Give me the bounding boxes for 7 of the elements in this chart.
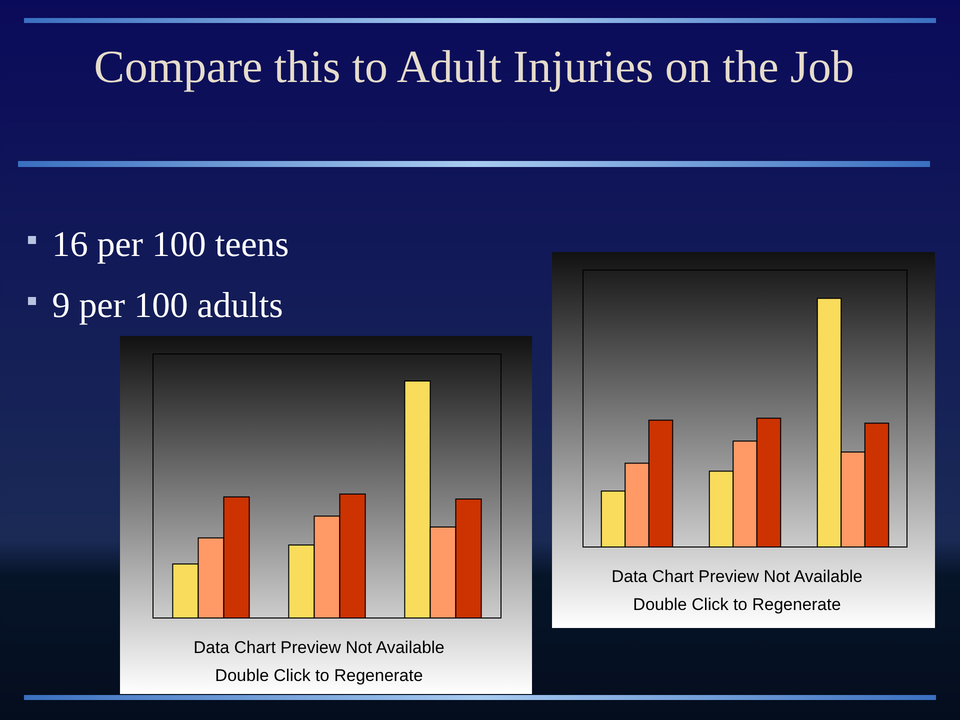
text: 16 per 100 teens bbox=[52, 224, 289, 264]
chart-title: Compare this to Adult Injuries on the Job bbox=[94, 41, 854, 92]
text: Double Click to Regenerate bbox=[633, 595, 841, 614]
text: Data Chart Preview Not Available bbox=[193, 638, 445, 657]
text: Data Chart Preview Not Available bbox=[611, 567, 863, 586]
text: 9 per 100 adults bbox=[52, 285, 283, 325]
text: Double Click to Regenerate bbox=[215, 666, 423, 685]
